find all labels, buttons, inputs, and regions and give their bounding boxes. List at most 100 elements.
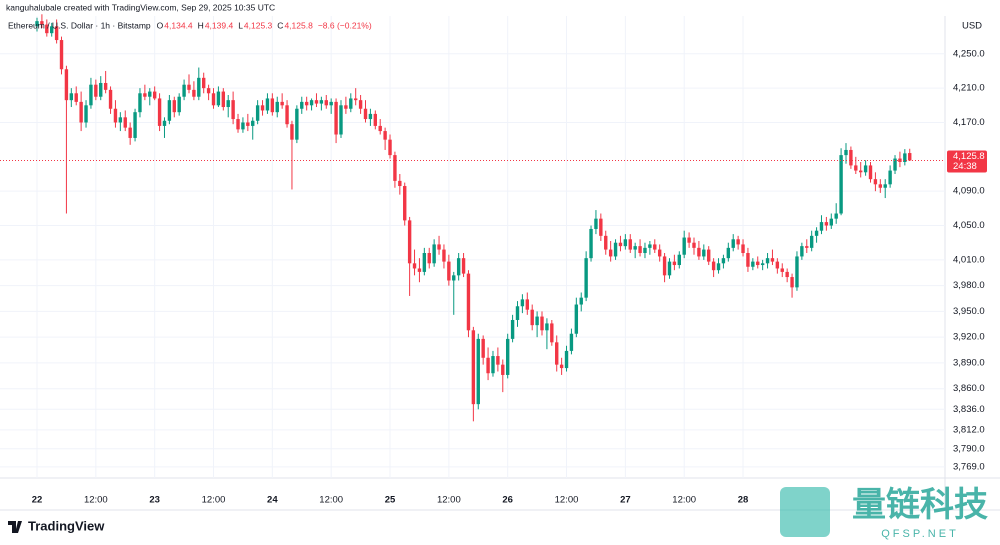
candle-body [118, 117, 123, 123]
last-price-label: 4,125.8 [953, 151, 985, 162]
candle-body [731, 239, 735, 248]
candle-body [623, 239, 628, 247]
candle-body [422, 253, 427, 272]
x-tick-label: 28 [738, 495, 749, 506]
candle-body [491, 356, 495, 374]
candle-body [152, 91, 157, 99]
candle-body [682, 237, 686, 255]
candle-body [304, 101, 309, 106]
candle-body [893, 158, 897, 171]
candle-body [368, 113, 373, 120]
legend-item: Ethereum / U.S. Dollar · 1h · Bitstamp [8, 20, 151, 30]
candle-body [643, 247, 647, 254]
candle-body [133, 112, 137, 138]
y-tick-label: 4,250.0 [953, 48, 985, 59]
candle-body [687, 237, 691, 243]
watermark-title: 量链科技 [852, 486, 988, 524]
candle-body [172, 100, 176, 113]
candle-body [648, 244, 652, 248]
candle-body [569, 333, 574, 351]
candle-body [407, 220, 412, 264]
x-tick-label: 12:00 [202, 495, 226, 506]
legend-item: C [277, 20, 283, 30]
y-tick-label: 4,010.0 [953, 254, 985, 265]
candle-body [633, 246, 637, 250]
candle-body [618, 242, 623, 247]
candle-body [849, 149, 853, 166]
candle-body [251, 120, 255, 126]
y-tick-label: 3,836.0 [953, 404, 985, 415]
candle-body [657, 249, 662, 257]
candle-body [378, 125, 382, 132]
y-tick-label: 3,860.0 [953, 383, 985, 394]
candle-body [260, 105, 265, 111]
candle-body [496, 356, 500, 365]
candle-body [795, 256, 799, 288]
candle-body [309, 100, 314, 106]
candle-body [59, 40, 64, 70]
x-tick-label: 12:00 [555, 495, 579, 506]
candle-body [138, 93, 142, 113]
x-tick-label: 12:00 [672, 495, 696, 506]
candle-body [868, 165, 873, 180]
candle-body [290, 124, 294, 140]
candle-body [707, 249, 711, 262]
candle-body [746, 253, 750, 267]
plot [0, 14, 945, 478]
candle-body [74, 93, 78, 102]
candle-body [711, 261, 716, 271]
y-tick-label: 3,769.0 [953, 461, 985, 472]
candle-body [221, 91, 226, 108]
candle-body [226, 100, 230, 108]
candle-body [805, 246, 809, 248]
candle-body [334, 101, 338, 135]
candle-body [765, 258, 770, 264]
candle-body [123, 117, 127, 128]
candle-body [280, 101, 284, 106]
candle-body [427, 253, 431, 264]
candle-body [535, 316, 539, 326]
legend-item: O [157, 20, 164, 30]
candle-body [40, 21, 44, 25]
candle-body [780, 268, 784, 272]
candle-body [447, 261, 451, 281]
candle-body [726, 247, 731, 259]
candle-body [398, 180, 402, 187]
candle-body [103, 82, 108, 90]
candle-body [736, 239, 740, 245]
candle-body [461, 258, 466, 274]
candle-body [589, 228, 593, 259]
y-tick-label: 3,790.0 [953, 443, 985, 454]
candle-body [162, 120, 167, 126]
candle-body [481, 338, 485, 358]
candle-body [187, 84, 191, 90]
candle-body [84, 105, 88, 123]
candle-body [329, 101, 333, 106]
candle-body [486, 357, 490, 374]
candle-body [834, 213, 838, 219]
candle-body [89, 84, 93, 106]
candle-body [432, 244, 436, 264]
candle-body [903, 153, 907, 162]
candle-body [403, 186, 407, 221]
legend-item: H [198, 20, 204, 30]
candle-body [388, 139, 392, 156]
candle-body [741, 244, 745, 254]
candle-body [167, 100, 172, 121]
y-tick-label: 4,050.0 [953, 220, 985, 231]
candle-body [550, 323, 554, 343]
candle-body [319, 100, 324, 104]
candle-body [202, 77, 206, 89]
candle-body [844, 149, 848, 156]
candle-body [510, 319, 515, 339]
candle-body [702, 249, 706, 257]
candle-body [417, 268, 422, 272]
candle-body [878, 184, 883, 188]
candle-body [285, 105, 289, 125]
candle-body [677, 254, 681, 266]
candle-body [800, 246, 804, 257]
candle-body [604, 235, 608, 250]
candle-body [373, 113, 378, 126]
